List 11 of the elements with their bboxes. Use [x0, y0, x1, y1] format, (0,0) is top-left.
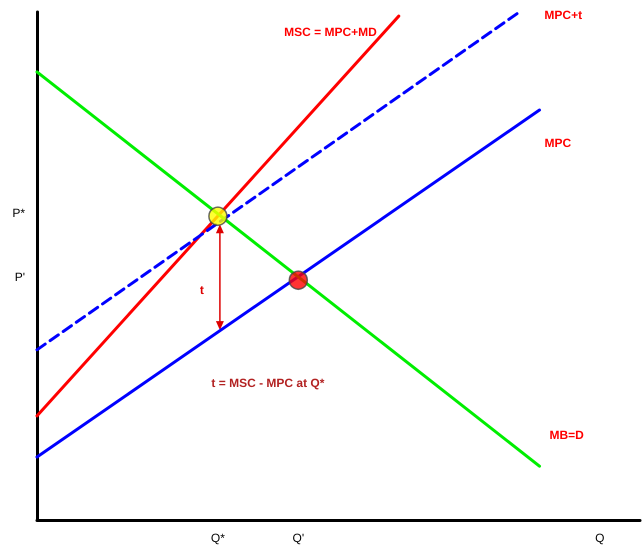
series-label: MSC = MPC+MD	[284, 25, 378, 40]
text: P'	[14, 270, 25, 284]
x-tick-label: Q'	[292, 531, 304, 545]
text: MPC+t	[544, 8, 582, 22]
text: MB=D	[550, 428, 584, 442]
annotation: t = MSC - MPC at Q*	[211, 376, 325, 390]
text: MPC	[544, 136, 572, 150]
annotation: t	[200, 283, 204, 298]
text: P*	[12, 206, 26, 220]
x-tick-label: Q*	[210, 531, 226, 545]
x-tick-label: Q	[595, 531, 604, 545]
